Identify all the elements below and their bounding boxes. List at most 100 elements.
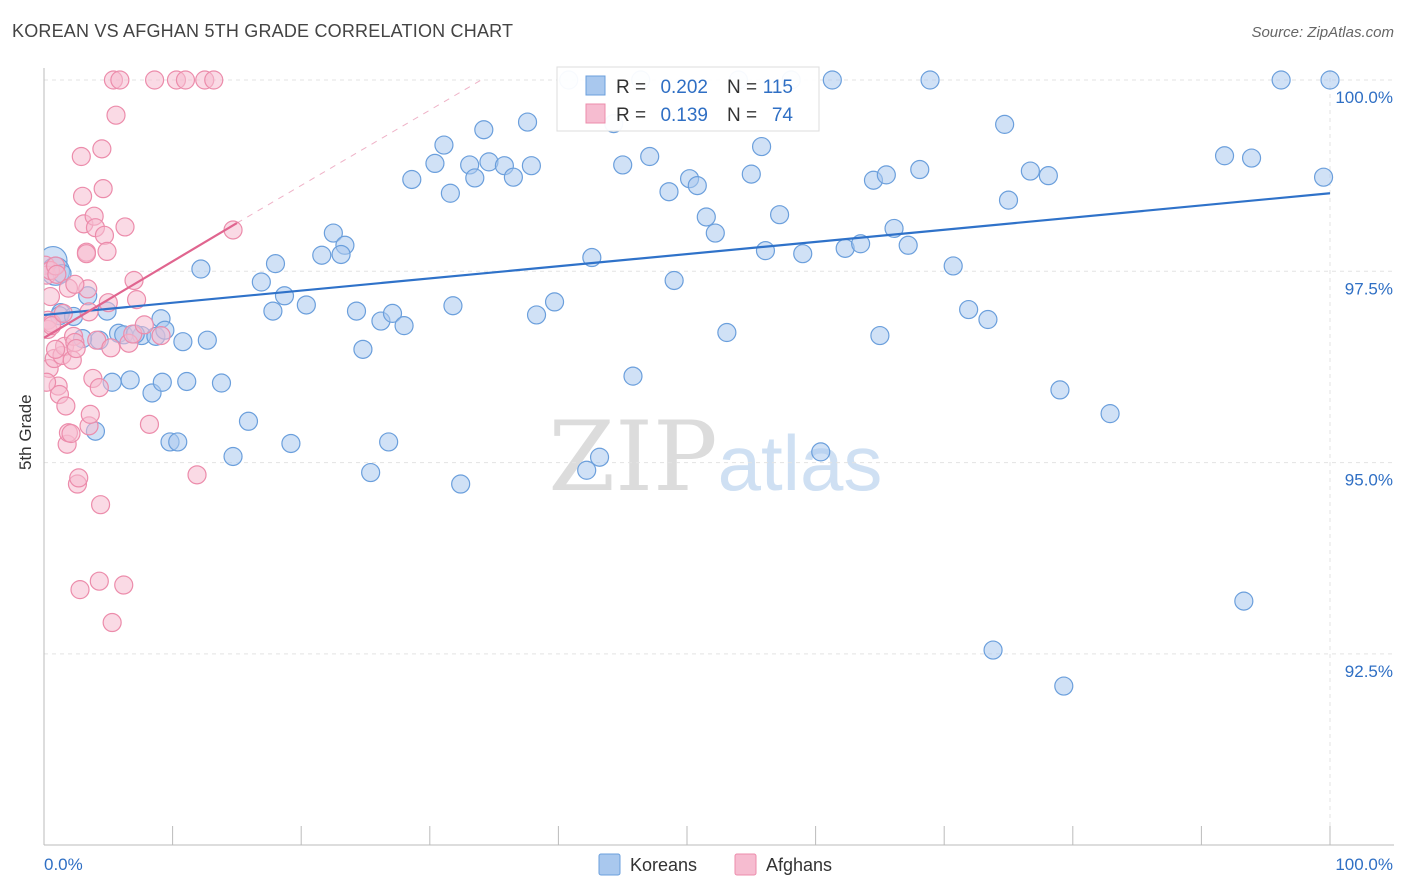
koreans-point: [451, 474, 471, 494]
koreans-point: [1050, 380, 1070, 400]
afghans-point: [101, 338, 121, 358]
stats-r-label: R =: [616, 105, 646, 126]
koreans-point: [959, 299, 979, 320]
stats-r-label: R =: [616, 77, 646, 98]
stats-n-value: 115: [763, 77, 793, 98]
koreans-point: [755, 241, 776, 261]
afghans-point: [134, 315, 154, 335]
koreans-point: [1038, 166, 1058, 186]
koreans-point: [1320, 70, 1340, 90]
koreans-point: [544, 292, 565, 312]
koreans-point: [769, 205, 790, 225]
afghans-point: [65, 274, 85, 294]
legend-label-koreans: Koreans: [630, 855, 697, 875]
koreans-point: [474, 120, 494, 140]
y-tick-label: 95.0%: [1345, 471, 1393, 490]
koreans-point: [910, 159, 930, 180]
koreans-point: [503, 167, 523, 187]
stats-r-value: 0.202: [660, 77, 708, 98]
afghans-point: [110, 70, 130, 90]
koreans-point: [1313, 167, 1334, 187]
source-credit: Source: ZipAtlas.com: [1251, 24, 1394, 41]
afghans-point: [89, 571, 109, 591]
koreans-point: [1100, 404, 1120, 424]
afghans-point: [175, 70, 196, 90]
koreans-point: [811, 442, 831, 462]
koreans-point: [577, 460, 597, 480]
afghans-point: [80, 404, 100, 424]
afghans-point: [70, 580, 90, 600]
koreans-point: [640, 146, 660, 167]
afghans-trend-line: [43, 222, 238, 339]
watermark-zip: ZIP: [548, 401, 717, 513]
afghans-point: [56, 396, 76, 416]
afghans-point: [126, 290, 147, 310]
stats-box: R = 0.202 N = 115 R = 0.139 N = 74: [556, 66, 820, 132]
afghans-point: [69, 468, 89, 488]
koreans-point: [281, 433, 301, 454]
koreans-point: [521, 156, 541, 176]
stats-n-value: 74: [772, 105, 794, 126]
koreans-point: [263, 301, 283, 321]
koreans-point: [120, 370, 140, 390]
koreans-point: [1271, 70, 1291, 90]
x-tick-label: 0.0%: [44, 855, 83, 874]
koreans-point: [191, 259, 211, 279]
koreans-point: [177, 371, 197, 392]
koreans-point: [251, 272, 271, 292]
koreans-point: [346, 301, 367, 321]
koreans-point: [402, 169, 422, 190]
afghans-point: [45, 339, 66, 359]
afghans-point: [66, 338, 86, 359]
koreans-point: [998, 190, 1019, 210]
afghans-point: [124, 270, 144, 291]
afghans-point: [72, 186, 93, 206]
koreans-point: [223, 446, 243, 467]
koreans-point: [978, 309, 998, 330]
koreans-point: [1020, 161, 1040, 181]
koreans-point: [1234, 591, 1254, 611]
koreans-point: [793, 244, 813, 264]
koreans-point: [751, 136, 772, 157]
series-koreans: [44, 70, 1340, 696]
afghans-point: [93, 179, 113, 199]
afghans-point: [102, 612, 122, 633]
legend-label-afghans: Afghans: [766, 855, 832, 875]
stats-r-value: 0.139: [660, 105, 708, 126]
koreans-point: [425, 153, 445, 174]
afghans-point: [94, 225, 115, 245]
koreans-point: [168, 432, 188, 452]
afghans-point: [76, 244, 97, 264]
koreans-point: [517, 112, 538, 132]
koreans-point: [851, 234, 871, 254]
koreans-point: [238, 411, 259, 431]
afghans-point: [139, 414, 160, 434]
afghans-point: [61, 423, 81, 444]
afghans-point: [44, 286, 61, 307]
koreans-point: [382, 303, 403, 323]
koreans-point: [589, 447, 610, 467]
afghans-point: [92, 139, 112, 159]
chart-title: KOREAN VS AFGHAN 5TH GRADE CORRELATION C…: [12, 21, 514, 41]
koreans-point: [274, 286, 295, 306]
koreans-point: [705, 223, 725, 243]
koreans-point: [613, 155, 633, 175]
koreans-point: [995, 114, 1015, 134]
afghans-point: [97, 241, 117, 262]
afghans-point: [90, 495, 111, 515]
koreans-point: [898, 235, 918, 255]
afghans-point: [44, 372, 57, 392]
koreans-point: [696, 207, 716, 227]
koreans-point: [664, 270, 684, 291]
koreans-point: [440, 183, 460, 203]
koreans-point: [920, 70, 940, 90]
koreans-point: [465, 168, 485, 188]
legend-swatch-koreans: [598, 853, 621, 876]
koreans-point: [443, 296, 463, 316]
koreans-trend-line: [43, 192, 1331, 317]
koreans-point: [983, 640, 1003, 660]
y-tick-label: 100.0%: [1335, 88, 1393, 107]
koreans-point: [434, 135, 454, 155]
afghans-point: [187, 465, 207, 485]
